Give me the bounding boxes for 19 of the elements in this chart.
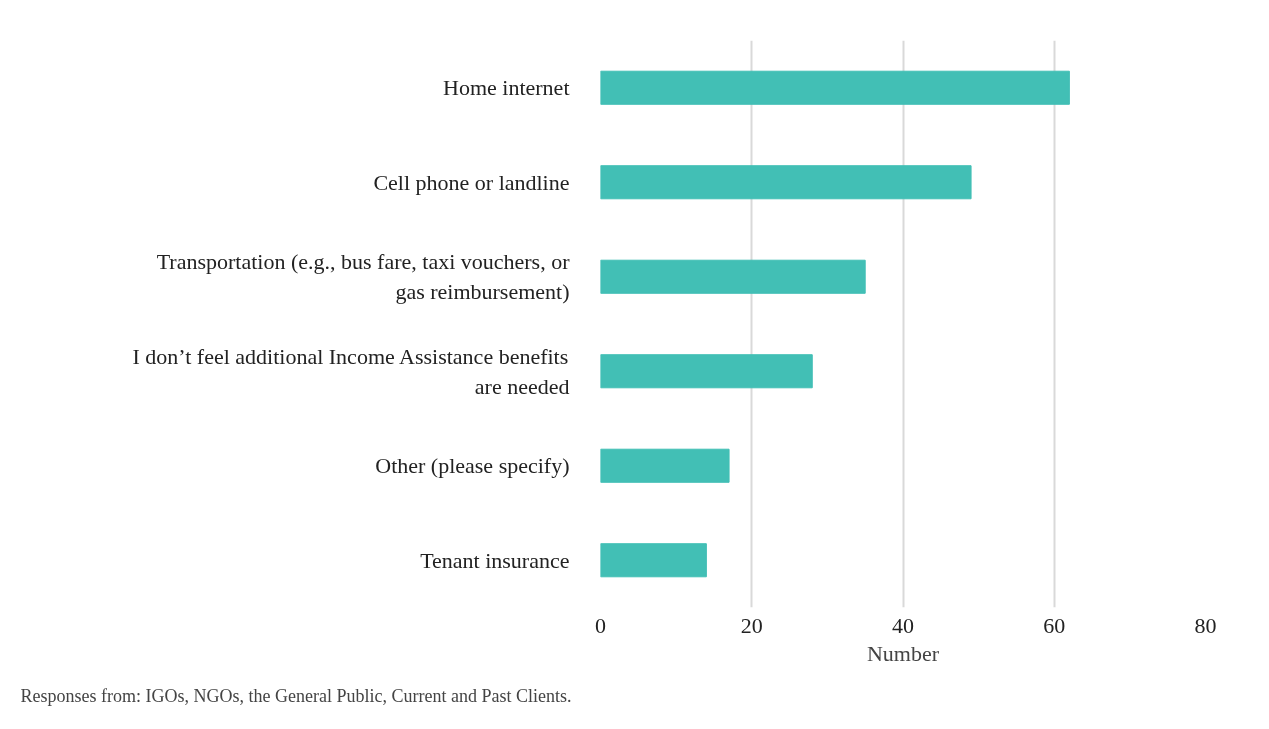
- x-tick-label: 0: [595, 612, 606, 638]
- x-tick-label: 40: [892, 612, 914, 638]
- bar: [600, 354, 813, 389]
- y-tick-label: Transportation (e.g., bus fare, taxi vouchers, or gas reimbursement): [156, 249, 571, 305]
- x-axis-title: Number: [866, 640, 940, 666]
- text: Responses from: IGOs, NGOs, the General Public, Current and Past Clients.: [20, 685, 572, 706]
- x-tick-label: 20: [740, 612, 763, 638]
- bar: [600, 70, 1070, 105]
- y-tick-label: Home internet: [443, 75, 570, 101]
- x-tick-label: 80: [1194, 612, 1217, 638]
- y-tick-label: I don’t feel additional Income Assistance benefits are needed: [132, 343, 570, 399]
- bar: [600, 165, 972, 200]
- bar: [600, 259, 866, 294]
- x-tick-label: 60: [1043, 612, 1066, 638]
- bar: [600, 543, 707, 578]
- y-tick-label: Cell phone or landline: [373, 169, 570, 195]
- y-tick-label: Tenant insurance: [420, 547, 570, 573]
- bar: [600, 448, 730, 483]
- y-tick-label: Other (please specify): [375, 453, 570, 479]
